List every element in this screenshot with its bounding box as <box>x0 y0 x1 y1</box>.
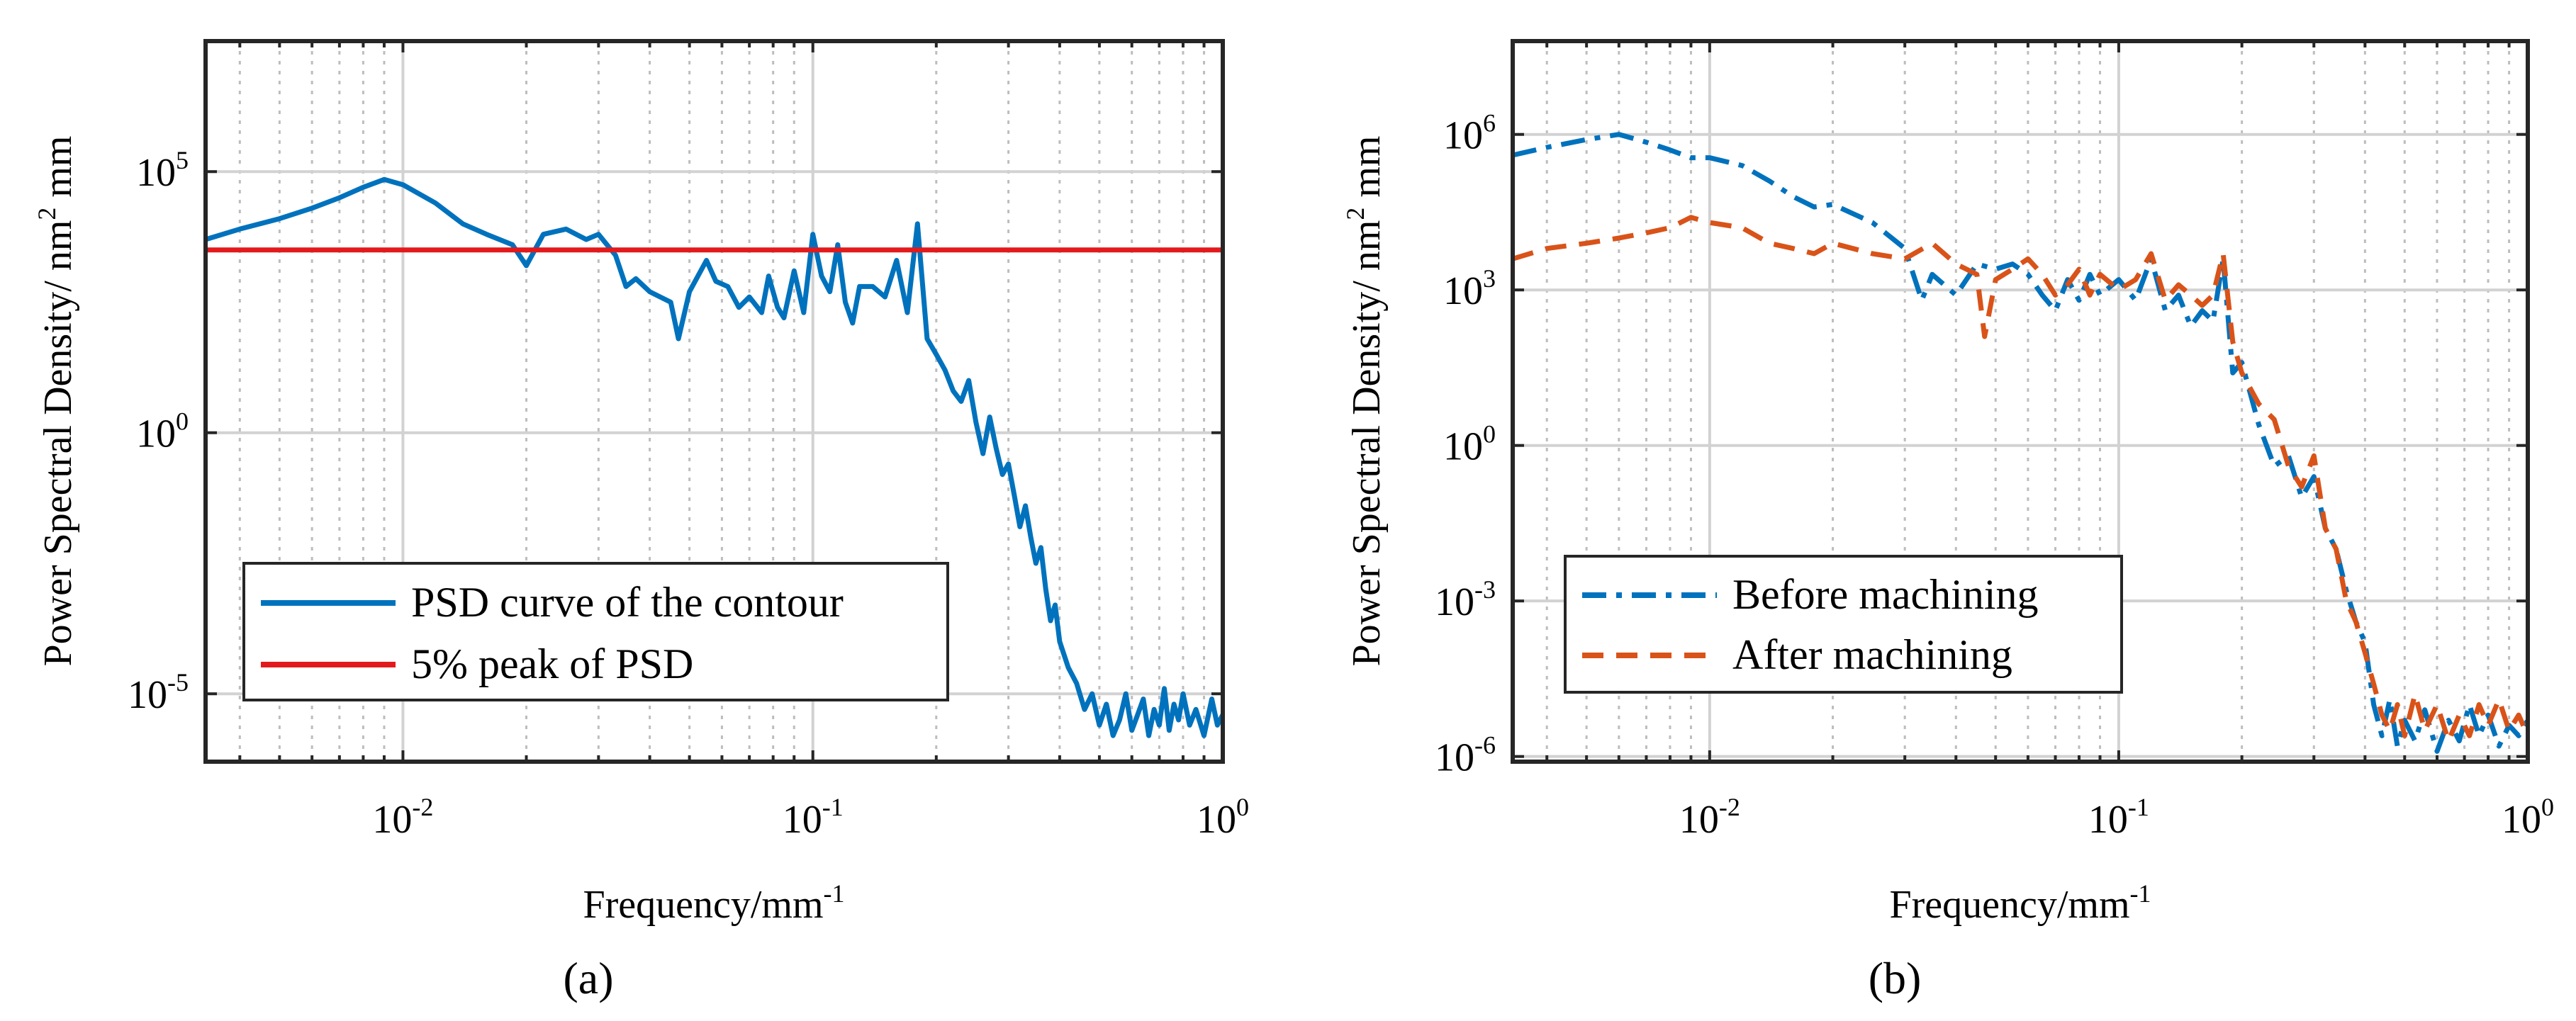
x-tick-label: 10-2 <box>1679 793 1740 842</box>
ticks-b <box>1513 41 2529 762</box>
legend-box-b <box>1564 555 2123 694</box>
legend-a: PSD curve of the contour 5% peak of PSD <box>242 562 949 701</box>
panel-a: 10-2 10-1 100 105 100 10-5 Frequency/mm-1 Po… <box>33 39 1249 1003</box>
x-tick-label: 10-1 <box>2088 793 2149 842</box>
y-tick-labels-b: 106 103 100 10-3 10-6 <box>1435 109 1496 780</box>
legend-label-before: Before machining <box>1732 571 2039 618</box>
x-tick-label: 100 <box>2502 793 2554 842</box>
x-tick-label: 10-1 <box>783 793 844 842</box>
axes-frame-a <box>203 39 1225 764</box>
y-tick-label: 10-6 <box>1435 731 1496 780</box>
ticks-a <box>206 41 1224 762</box>
panel-b: 10-2 10-1 100 106 103 100 10-3 10-6 Frequency/… <box>1341 39 2554 1003</box>
x-tick-labels-a: 10-2 10-1 100 <box>372 793 1249 842</box>
x-tick-label: 10-2 <box>372 793 433 842</box>
series-line-after-machining <box>1511 215 2531 744</box>
legend-box-a <box>242 562 949 701</box>
y-axis-title-a: Power Spectral Density/ nm2 mm <box>33 135 80 666</box>
panel-label-a: (a) <box>563 953 613 1003</box>
x-tick-labels-b: 10-2 10-1 100 <box>1679 793 2554 842</box>
series-line-psd-curve-of-the-contour <box>204 176 1226 738</box>
x-tick-label: 100 <box>1197 793 1249 842</box>
legend-b: Before machining After machining <box>1564 555 2123 694</box>
y-tick-label: 103 <box>1443 264 1496 313</box>
legend-label-peak: 5% peak of PSD <box>411 641 693 687</box>
series-lines-a <box>204 176 1226 738</box>
y-tick-label: 106 <box>1443 109 1496 158</box>
y-tick-label: 100 <box>1443 420 1496 469</box>
x-axis-title-b: Frequency/mm-1 <box>1889 879 2151 927</box>
legend-label-after: After machining <box>1732 631 2012 678</box>
y-tick-label: 10-3 <box>1435 575 1496 624</box>
series-lines-b <box>1511 132 2531 754</box>
y-tick-label: 100 <box>136 407 189 456</box>
axes-frame-b <box>1511 39 2530 764</box>
x-axis-title-a: Frequency/mm-1 <box>583 879 844 927</box>
series-line-before-machining <box>1512 132 2531 754</box>
panel-label-b: (b) <box>1869 953 1922 1003</box>
legend-label-psd: PSD curve of the contour <box>411 579 844 626</box>
y-tick-label: 10-5 <box>128 668 189 717</box>
y-axis-title-b: Power Spectral Density/ nm2 mm <box>1341 135 1389 666</box>
y-tick-labels-a: 105 100 10-5 <box>128 146 189 717</box>
y-tick-label: 105 <box>136 146 189 195</box>
